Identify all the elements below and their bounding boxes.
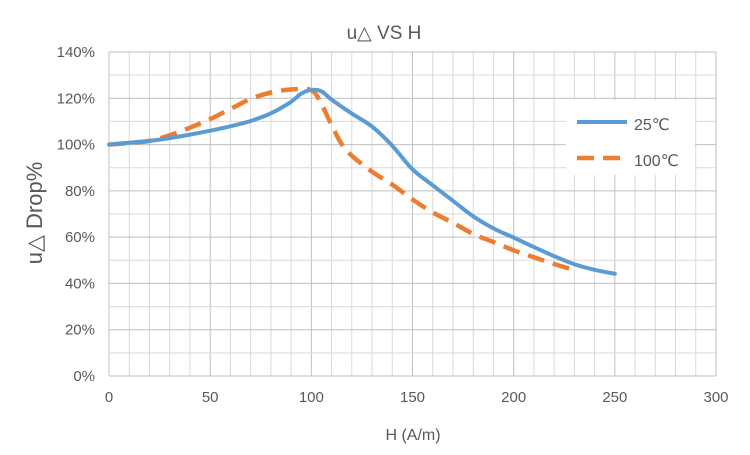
y-tick-label: 140% bbox=[57, 44, 95, 61]
x-tick-label: 150 bbox=[400, 389, 425, 406]
series-line-25c bbox=[107, 87, 617, 276]
x-tick-label: 300 bbox=[703, 389, 728, 406]
x-tick-label: 250 bbox=[602, 389, 627, 406]
legend: 25℃ 100℃ bbox=[566, 100, 695, 175]
legend-label-100c: 100℃ bbox=[634, 153, 679, 170]
y-tick-label: 40% bbox=[65, 275, 95, 292]
y-tick-label: 100% bbox=[57, 137, 95, 154]
chart-title: u△ VS H bbox=[347, 23, 422, 44]
y-tick-label: 80% bbox=[65, 183, 95, 200]
y-tick-label: 20% bbox=[65, 322, 95, 339]
x-tick-label: 0 bbox=[105, 389, 113, 406]
y-tick-label: 0% bbox=[73, 368, 95, 385]
series-line-100c bbox=[108, 86, 576, 273]
series-lines bbox=[107, 86, 617, 276]
y-tick-label: 60% bbox=[65, 229, 95, 246]
y-tick-label: 120% bbox=[57, 90, 95, 107]
y-axis-title: u△ Drop% bbox=[22, 162, 47, 265]
x-tick-label: 200 bbox=[501, 389, 526, 406]
tick-labels: 0 50 100 150 200 250 300 0% 20% 40% 60% 80% 100% 120%… bbox=[57, 44, 729, 406]
x-axis-title: H (A/m) bbox=[385, 427, 440, 444]
legend-label-25c: 25℃ bbox=[634, 117, 670, 134]
legend-box bbox=[566, 100, 695, 175]
x-tick-label: 100 bbox=[299, 389, 324, 406]
x-tick-label: 50 bbox=[202, 389, 219, 406]
